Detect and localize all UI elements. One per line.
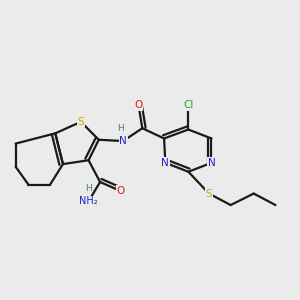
Text: S: S [206, 188, 212, 199]
Text: NH₂: NH₂ [79, 196, 98, 206]
Text: S: S [78, 117, 84, 127]
Text: H: H [117, 124, 124, 133]
Text: Cl: Cl [183, 100, 194, 110]
Text: O: O [134, 100, 142, 110]
Text: N: N [208, 158, 215, 168]
Text: N: N [161, 158, 169, 168]
Text: N: N [119, 136, 127, 146]
Text: O: O [116, 186, 125, 196]
Text: H: H [85, 184, 92, 193]
